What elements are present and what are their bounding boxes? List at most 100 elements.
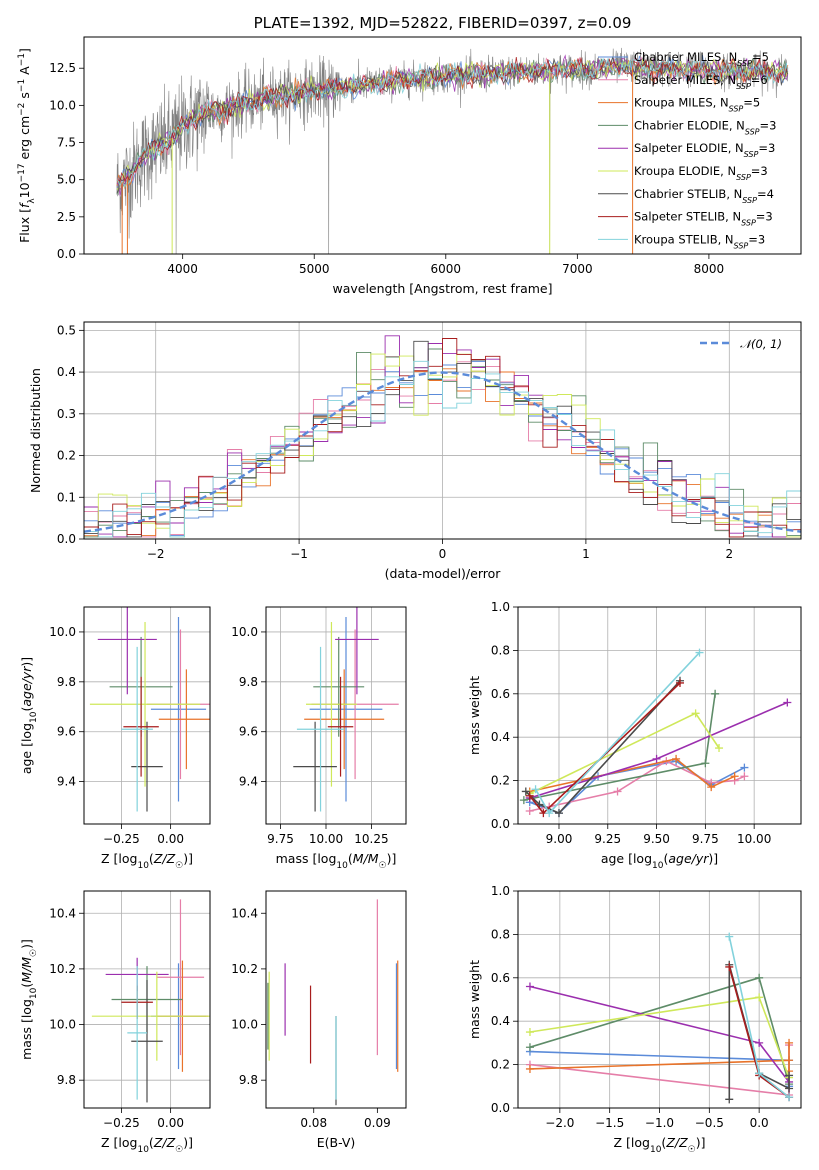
x-tick-label: 7000 — [562, 262, 593, 276]
y-tick-label: 9.8 — [239, 1073, 258, 1087]
legend: Chabrier MILES, NSSP=5 Salpeter MILES, NS… — [598, 50, 776, 250]
weight-marker — [715, 744, 724, 753]
y-tick-label: 0.4 — [491, 1014, 510, 1028]
x-axis-label: age [log10(age/yr)] — [601, 851, 718, 871]
y-tick-label: 0.0 — [491, 817, 510, 831]
x-tick-label: 4000 — [167, 262, 198, 276]
y-tick-label: 0.8 — [491, 643, 510, 657]
x-tick-label: −2 — [147, 547, 165, 561]
plot-area — [89, 607, 210, 812]
plot-area — [525, 932, 794, 1104]
y-tick-label: 9.8 — [57, 1073, 76, 1087]
y-tick-label: 10.4 — [49, 906, 76, 920]
weight-marker — [525, 1064, 534, 1073]
spectrum-panel: 4000 5000 6000 7000 8000 0.0 2.5 5.0 7.5 10.0 12.5… — [17, 14, 802, 296]
axes: 9.75 10.00 10.25 9.4 9.6 9.8 10.0 — [231, 606, 407, 846]
plot-area — [293, 607, 399, 812]
age-vs-metallicity-panel: −0.25 0.00 9.4 9.6 9.8 10.0 Z [log10(Z/Z☉)] age… — [19, 606, 211, 871]
grid-lines — [266, 607, 406, 824]
weight-marker — [525, 982, 534, 991]
x-tick-label: 9.75 — [267, 832, 294, 846]
legend-entry: Salpeter MILES, NSSP=6 — [634, 73, 768, 91]
plot-area — [84, 335, 801, 538]
weight-marker — [701, 759, 710, 768]
legend-entry: Salpeter STELIB, NSSP=3 — [634, 210, 773, 228]
y-tick-label: 0.8 — [491, 927, 510, 941]
x-tick-label: 9.50 — [643, 832, 670, 846]
weight-marker — [525, 1028, 534, 1037]
axes-frame — [265, 606, 407, 825]
y-tick-label: 10.0 — [49, 1018, 76, 1032]
error-bar-point — [150, 616, 207, 802]
x-tick-label: 2 — [725, 547, 733, 561]
x-tick-label: −0.25 — [103, 1116, 140, 1130]
y-tick-label: 0.2 — [491, 1058, 510, 1072]
weight-marker — [691, 709, 700, 718]
weight-marker — [675, 678, 684, 687]
y-tick-label: 10.0 — [231, 625, 258, 639]
y-tick-label: 0.4 — [57, 365, 76, 379]
error-bar-point — [304, 669, 385, 770]
y-tick-label: 0.4 — [491, 730, 510, 744]
axes-frame — [517, 606, 802, 825]
x-tick-label: 1 — [582, 547, 590, 561]
error-bar-point — [97, 607, 157, 695]
y-axis-label: mass weight — [467, 676, 482, 755]
error-bar-point — [131, 980, 163, 1103]
y-axis-label: age [log10(age/yr)] — [19, 657, 39, 774]
model-spectrum — [116, 58, 789, 190]
y-axis-label: Flux [fλ10−17 erg cm−2 s−1 A−1] — [17, 48, 37, 243]
weight-marker — [755, 1038, 764, 1047]
error-bar-point — [335, 607, 379, 695]
model-spectrum — [116, 57, 789, 189]
legend-entry: Salpeter ELODIE, NSSP=3 — [634, 141, 775, 159]
weight-marker — [785, 1093, 794, 1102]
axes-frame — [83, 321, 802, 540]
legend-entry: Chabrier MILES, NSSP=5 — [634, 50, 769, 68]
residual-histogram — [84, 338, 801, 538]
x-tick-label: 5000 — [299, 262, 330, 276]
x-tick-label: 9.00 — [546, 832, 573, 846]
axes: 4000 5000 6000 7000 8000 0.0 2.5 5.0 7.5 10.0 12.5 — [49, 36, 802, 276]
x-tick-label: −1.5 — [595, 1116, 624, 1130]
x-tick-label: −2.0 — [545, 1116, 574, 1130]
axes: 0.08 0.09 9.8 10.0 10.2 10.4 — [231, 890, 407, 1130]
error-bar-point — [127, 966, 147, 1100]
mass-vs-extinction-panel: 0.08 0.09 9.8 10.0 10.2 10.4 E(B-V) — [231, 890, 407, 1150]
x-axis-label: Z [log10(Z/Z☉)] — [614, 1135, 706, 1155]
error-bar-point — [156, 899, 205, 1056]
x-tick-label: 0.00 — [157, 832, 184, 846]
error-bar-point — [123, 676, 159, 777]
axes-frame — [265, 890, 407, 1109]
weight-marker — [525, 791, 534, 800]
weight-marker — [725, 1095, 734, 1104]
weight-marker — [725, 932, 734, 941]
y-tick-label: 7.5 — [57, 136, 76, 150]
weight-series-line — [529, 712, 720, 795]
x-axis-label: Z [log10(Z/Z☉)] — [101, 1135, 193, 1155]
x-tick-label: 10.00 — [309, 832, 343, 846]
error-bar-point — [158, 669, 210, 770]
y-tick-label: 10.2 — [231, 962, 258, 976]
y-tick-label: 0.5 — [57, 323, 76, 337]
weight-marker — [755, 973, 764, 982]
x-tick-label: −0.25 — [103, 832, 140, 846]
x-tick-label: −1.0 — [645, 1116, 674, 1130]
y-tick-label: 10.0 — [49, 625, 76, 639]
error-bar-point — [121, 646, 153, 812]
y-axis-label: mass [log10(M/M☉)] — [19, 939, 39, 1060]
weight-marker — [531, 785, 540, 794]
x-axis-label: E(B-V) — [317, 1135, 356, 1150]
y-tick-label: 0.0 — [57, 247, 76, 261]
residual-histogram — [84, 360, 801, 538]
y-axis-label: mass weight — [467, 960, 482, 1039]
weight-marker — [785, 1056, 794, 1065]
weight-marker — [613, 787, 622, 796]
y-tick-label: 9.6 — [57, 725, 76, 739]
error-bar-point — [306, 621, 357, 787]
y-tick-label: 0.2 — [57, 449, 76, 463]
x-tick-label: 0.00 — [157, 1116, 184, 1130]
y-tick-label: 0.3 — [57, 407, 76, 421]
y-tick-label: 9.6 — [239, 725, 258, 739]
y-tick-label: 0.2 — [491, 774, 510, 788]
